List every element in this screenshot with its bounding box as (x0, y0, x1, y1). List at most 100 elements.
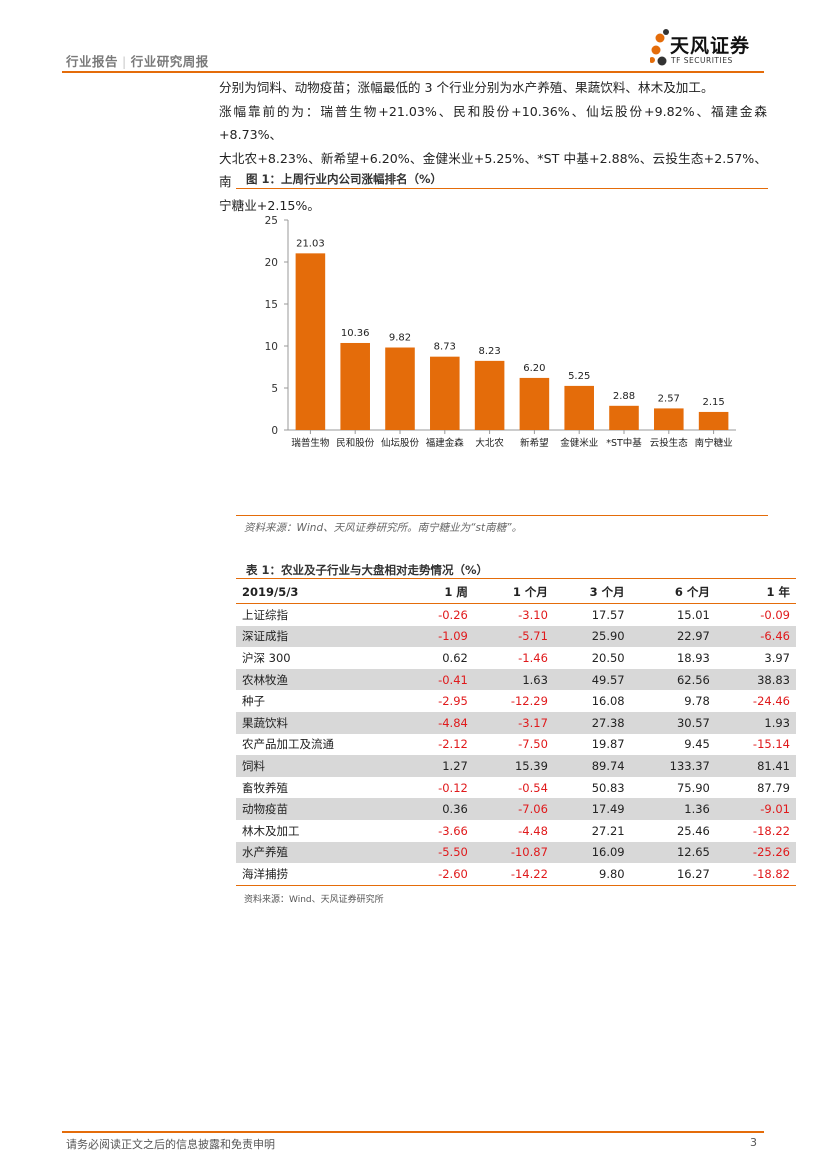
x-tick-label: 金健米业 (560, 437, 598, 449)
table-cell: -5.50 (405, 841, 474, 864)
bar-value-label: 5.25 (568, 371, 590, 382)
x-tick-label: 民和股份 (336, 437, 375, 449)
table-cell: -1.46 (518, 650, 548, 665)
table-cell: 89.74 (553, 755, 631, 777)
bar (474, 360, 505, 430)
table-cell: -9.01 (715, 798, 796, 820)
table-cell: -4.84 (405, 711, 474, 734)
y-tick-label: 25 (265, 215, 278, 227)
table-cell: -2.60 (405, 863, 474, 886)
bar-value-label: 6.20 (523, 363, 545, 374)
table-cell: -3.17 (473, 711, 554, 734)
bar (564, 385, 594, 430)
table-row: 水产养殖 -5.50 -10.87 16.09 12.65 -25.26 (236, 841, 796, 864)
bar (340, 342, 370, 430)
table-cell: 15.39 (473, 755, 554, 777)
row-label: 深证成指 (236, 625, 406, 648)
table-cell: 20.50 (591, 650, 625, 665)
header-3m: 3 个月 (553, 581, 631, 604)
table-cell: 0.62 (442, 650, 468, 665)
table-cell: 1.63 (473, 668, 554, 691)
y-tick-label: 0 (271, 425, 278, 437)
x-tick-label: 仙坛股份 (381, 437, 420, 449)
report-header: 行业报告 | 行业研究周报 (66, 51, 209, 70)
bar (385, 347, 415, 430)
table-row: 沪深 300 0.62 -1.46 20.50 18.93 3.97 (236, 647, 796, 669)
table-cell: 87.79 (757, 780, 790, 795)
table-source: 资料来源：Wind、天风证券研究所 (244, 895, 384, 905)
table-cell: -12.29 (510, 694, 548, 709)
y-tick-label: 20 (265, 257, 278, 269)
y-tick-label: 10 (265, 341, 278, 353)
tf-securities-logo-icon (650, 29, 669, 66)
table-cell: -3.10 (518, 607, 548, 622)
table-cell: 25.46 (676, 823, 710, 838)
header-6m: 6 个月 (630, 581, 716, 604)
gain-ranking-bar-chart: 0 5 10 15 20 25 21.03 瑞普生物 10.36 民和股份 9.82 仙坛股份 8.73… (265, 215, 736, 449)
table-cell: 25.90 (553, 625, 631, 648)
bar-value-label: 2.15 (702, 397, 724, 408)
body-line: 宁糖业+2.15%。 (219, 197, 320, 213)
body-line: 涨幅靠前的为：瑞普生物+21.03%、民和股份+10.36%、仙坛股份+9.82… (219, 103, 767, 143)
table-cell: 81.41 (715, 755, 796, 777)
table-cell: 1.36 (630, 798, 716, 820)
table-cell: 9.78 (684, 694, 710, 709)
table-cell: -5.71 (473, 625, 554, 648)
table-cell: -6.46 (715, 625, 796, 648)
report-type: 行业报告 (66, 54, 119, 69)
row-label: 水产养殖 (236, 841, 406, 864)
table-cell: 16.09 (553, 841, 631, 864)
bar (295, 253, 326, 430)
figure-title: 图 1：上周行业内公司涨幅排名（%） (246, 172, 443, 186)
table-cell: -7.06 (473, 798, 554, 820)
header-1y: 1 年 (715, 581, 796, 604)
x-tick-label: 大北农 (475, 437, 504, 449)
table-cell: 15.01 (676, 607, 710, 622)
logo-wordmark-en: TF SECURITIES (671, 56, 733, 65)
x-tick-label: 福建金森 (426, 437, 465, 449)
table-cell: 17.49 (553, 798, 631, 820)
table-top-rule (236, 578, 796, 579)
row-label: 上证综指 (242, 607, 288, 622)
table-row: 饲料 1.27 15.39 89.74 133.37 81.41 (236, 755, 796, 777)
x-tick-label: *ST中基 (606, 437, 642, 449)
bar-value-label: 2.88 (613, 391, 635, 402)
body-line: 分别为饲料、动物疫苗；涨幅最低的 3 个行业分别为水产养殖、果蔬饮料、林木及加工… (219, 80, 714, 95)
relative-performance-table: 2019/5/3 1 周 1 个月 3 个月 6 个月 1 年 上证综指 -0.2… (236, 581, 796, 886)
figure-source: 资料来源：Wind、天风证券研究所。南宁糖业为“st南糖”。 (244, 522, 523, 534)
table-cell: 62.56 (630, 668, 716, 691)
table-cell: -14.22 (473, 863, 554, 886)
table-cell: -15.14 (752, 737, 790, 752)
table-row: 深证成指 -1.09 -5.71 25.90 22.97 -6.46 (236, 625, 796, 648)
table-cell: 17.57 (591, 607, 625, 622)
table-cell: -24.46 (752, 694, 790, 709)
bar-value-label: 8.23 (478, 346, 500, 357)
table-cell: 3.97 (764, 650, 790, 665)
header-separator: | (122, 54, 127, 69)
table-cell: 27.38 (553, 711, 631, 734)
bar-value-label: 8.73 (434, 342, 456, 353)
bar-value-label: 21.03 (296, 238, 325, 249)
logo-wordmark: 天风证券 (670, 35, 751, 57)
table-cell: -7.50 (518, 737, 548, 752)
table-cell: 18.93 (676, 650, 710, 665)
table-cell: -0.09 (760, 607, 790, 622)
table-cell: -3.66 (438, 823, 468, 838)
table-cell: 1.27 (405, 755, 474, 777)
table-cell: 49.57 (553, 668, 631, 691)
row-label: 动物疫苗 (236, 798, 406, 820)
table-cell: 38.83 (715, 668, 796, 691)
bar-value-label: 10.36 (341, 328, 370, 339)
table-row: 农产品加工及流通 -2.12 -7.50 19.87 9.45 -15.14 (236, 734, 796, 756)
report-name: 行业研究周报 (130, 54, 209, 69)
x-tick-label: 新希望 (520, 437, 549, 449)
figure-bottom-rule (236, 515, 768, 516)
page-number: 3 (750, 1136, 757, 1149)
x-tick-label: 云投生态 (650, 437, 689, 449)
table-cell: -25.26 (715, 841, 796, 864)
table-row: 农林牧渔 -0.41 1.63 49.57 62.56 38.83 (236, 668, 796, 691)
table-row: 海洋捕捞 -2.60 -14.22 9.80 16.27 -18.82 (236, 863, 796, 886)
bar (430, 356, 460, 430)
row-label: 农林牧渔 (236, 668, 406, 691)
table-cell: -0.54 (518, 780, 548, 795)
